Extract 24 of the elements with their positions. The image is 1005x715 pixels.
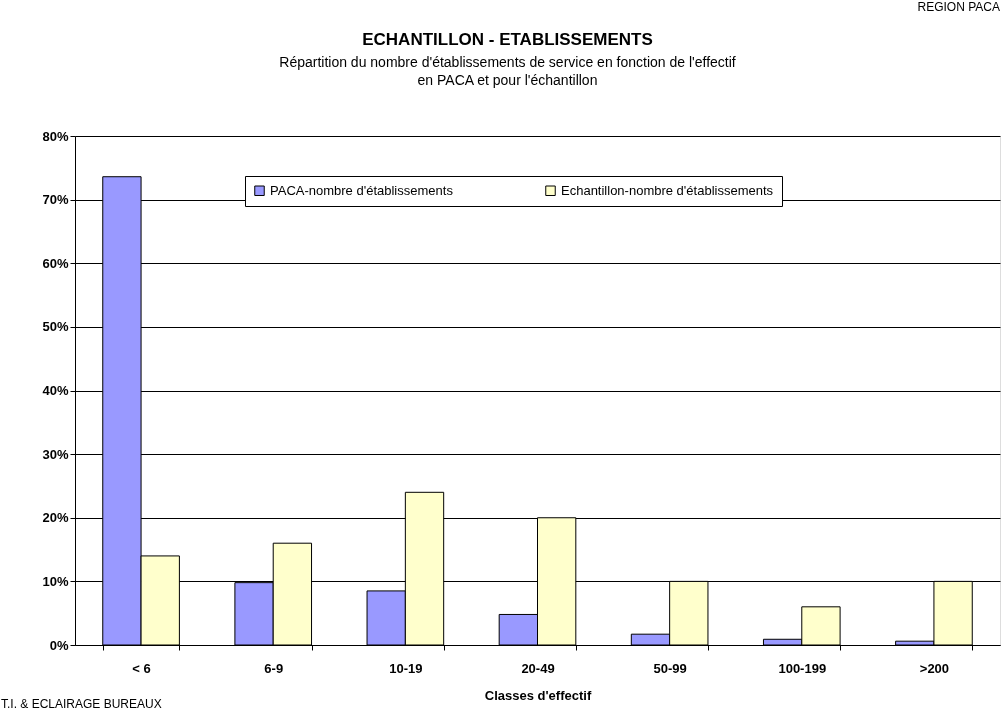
text: Répartition du nombre d'établissements de service en fonction de l'effectif	[279, 54, 736, 70]
y-tick-label: 40%	[42, 383, 69, 398]
x-tick-label: 6-9	[264, 660, 284, 676]
y-tick-label: 70%	[42, 192, 69, 208]
y-tick-label: 0%	[49, 637, 69, 653]
legend-label: PACA-nombre d'établissements	[270, 182, 454, 198]
text: REGION PACA	[917, 0, 1000, 14]
y-tick-label: 60%	[42, 255, 69, 271]
y-tick-label: 10%	[42, 573, 69, 589]
y-tick-label: 20%	[42, 510, 69, 526]
y-tick-label: 50%	[42, 319, 69, 335]
legend-label: Echantillon-nombre d'établissements	[561, 182, 774, 198]
x-tick-label: 10-19	[389, 660, 423, 676]
x-tick-label: >200	[919, 660, 950, 676]
x-tick-label: 20-49	[521, 660, 555, 676]
x-tick-label: < 6	[132, 660, 151, 676]
text: en PACA et pour l'échantillon	[417, 72, 598, 88]
x-tick-label: 50-99	[653, 660, 687, 676]
text: T.I. & ECLAIRAGE BUREAUX	[1, 697, 162, 711]
y-tick-label: 80%	[42, 128, 69, 144]
chart-title: ECHANTILLON - ETABLISSEMENTS	[362, 30, 653, 49]
x-tick-label: 100-199	[778, 660, 827, 676]
y-tick-label: 30%	[42, 446, 69, 462]
x-axis-title: Classes d'effectif	[484, 687, 592, 703]
